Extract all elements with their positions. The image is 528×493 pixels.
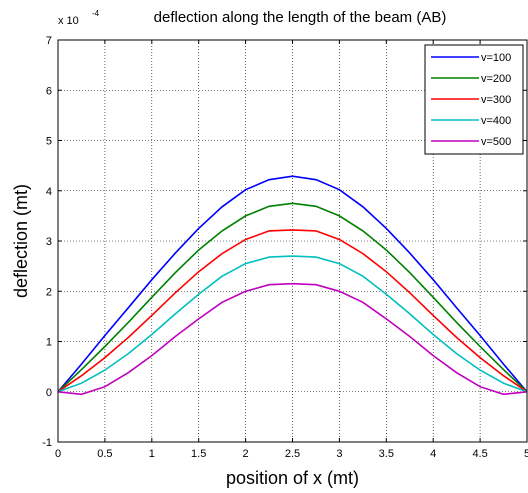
x-tick-label: 5 xyxy=(524,448,528,460)
x-tick-label: 1 xyxy=(149,448,155,460)
series-lines xyxy=(57,175,528,396)
y-tick-label: 5 xyxy=(46,136,52,148)
legend-entry-label: v=300 xyxy=(481,94,511,106)
x-tick-label: 2.5 xyxy=(285,448,300,460)
series-line-4 xyxy=(57,255,528,393)
series-line-1 xyxy=(57,175,528,393)
legend-entry-label: v=500 xyxy=(481,136,511,148)
y-tick-label: 3 xyxy=(46,236,52,248)
y-tick-label: -1 xyxy=(42,437,52,449)
x-tick-label: 0 xyxy=(55,448,61,460)
y-axis-exponent: -4 xyxy=(92,9,100,18)
y-tick-label: 6 xyxy=(46,85,52,97)
series-line-5 xyxy=(57,282,528,396)
y-tick-label: 0 xyxy=(46,387,52,399)
x-tick-label: 0.5 xyxy=(97,448,112,460)
chart-title: deflection along the length of the beam … xyxy=(154,9,447,26)
series-line-2 xyxy=(57,202,528,393)
x-tick-label: 4.5 xyxy=(472,448,487,460)
legend-entry-label: v=100 xyxy=(481,52,511,64)
x-axis-label: position of x (mt) xyxy=(226,468,359,488)
x-tick-label: 4 xyxy=(430,448,436,460)
y-tick-label: 1 xyxy=(46,337,52,349)
grid xyxy=(57,39,528,443)
x-tick-label: 3 xyxy=(336,448,342,460)
x-tick-label: 1.5 xyxy=(191,448,206,460)
legend-entry-label: v=200 xyxy=(481,73,511,85)
y-tick-label: 7 xyxy=(46,35,52,47)
y-axis-label: deflection (mt) xyxy=(11,184,31,298)
legend-entry-label: v=400 xyxy=(481,115,511,127)
plot-frame xyxy=(57,39,528,443)
x-tick-label: 3.5 xyxy=(379,448,394,460)
series-line-3 xyxy=(57,229,528,393)
y-axis-multiplier: x 10 xyxy=(58,15,79,27)
x-tick-label: 2 xyxy=(243,448,249,460)
y-tick-label: 2 xyxy=(46,286,52,298)
legend: v=100 v=200 v=300 v=400 v=500 xyxy=(424,44,524,155)
y-tick-label: 4 xyxy=(46,186,52,198)
